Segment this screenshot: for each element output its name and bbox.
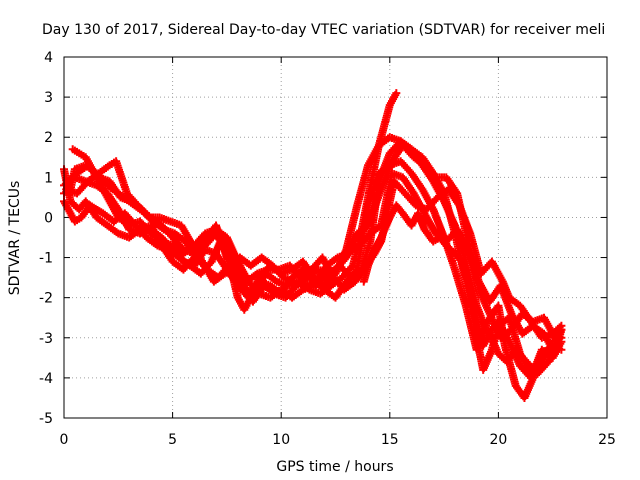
data-points bbox=[60, 89, 566, 402]
plot-frame bbox=[63, 56, 608, 419]
series-track-8 bbox=[359, 201, 562, 378]
series-track-3 bbox=[60, 157, 566, 402]
data-point bbox=[392, 89, 401, 98]
x-tick-label: 20 bbox=[489, 432, 507, 448]
series-track-6 bbox=[62, 157, 566, 342]
x-tick-label: 10 bbox=[272, 432, 290, 448]
data-point bbox=[556, 327, 565, 336]
chart-title: Day 130 of 2017, Sidereal Day-to-day VTE… bbox=[42, 22, 605, 38]
y-tick-label: -5 bbox=[39, 411, 53, 427]
tick-labels: 0 5 10 15 20 25 -5 -4 -3 -2 -1 0 1 2 3 4 bbox=[39, 50, 616, 448]
y-tick-label: -1 bbox=[39, 251, 53, 267]
y-tick-label: -2 bbox=[39, 291, 53, 307]
x-tick-label: 5 bbox=[168, 432, 177, 448]
x-axis-label: GPS time / hours bbox=[276, 459, 393, 475]
y-tick-label: 1 bbox=[44, 170, 53, 186]
x-tick-label: 25 bbox=[598, 432, 616, 448]
series-track-7 bbox=[68, 141, 566, 342]
data-point bbox=[553, 341, 562, 350]
x-tick-label: 0 bbox=[60, 432, 69, 448]
y-tick-label: 3 bbox=[44, 90, 53, 106]
y-tick-label: 4 bbox=[44, 50, 53, 66]
y-tick-label: 2 bbox=[44, 130, 53, 146]
x-tick-label: 15 bbox=[381, 432, 399, 448]
y-axis-label: SDTVAR / TECUs bbox=[7, 181, 23, 296]
data-point bbox=[557, 325, 566, 334]
y-tick-label: 0 bbox=[44, 210, 53, 226]
y-tick-label: -4 bbox=[39, 371, 53, 387]
y-tick-label: -3 bbox=[39, 331, 53, 347]
